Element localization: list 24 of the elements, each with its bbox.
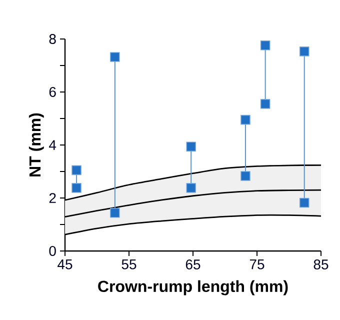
- point: [240, 114, 250, 125]
- y-axis-title: NT (mm): [28, 113, 44, 176]
- x-tick-label: 45: [58, 260, 72, 270]
- x-tick-label: 55: [122, 260, 136, 270]
- x-tick-label: 65: [186, 260, 200, 270]
- y-tick-label: 2: [49, 193, 56, 203]
- point: [260, 99, 270, 109]
- point: [72, 165, 82, 176]
- y-tick-label: 8: [49, 34, 56, 44]
- x-tick-label: 85: [314, 260, 328, 270]
- point: [299, 198, 310, 208]
- y-tick-label: 4: [49, 140, 56, 150]
- point: [72, 183, 82, 193]
- y-tick-label: 0: [49, 246, 56, 256]
- point: [110, 52, 120, 62]
- point: [186, 142, 196, 152]
- point: [240, 171, 250, 181]
- x-tick-label: 75: [250, 260, 264, 270]
- point: [110, 208, 120, 218]
- point: [260, 40, 270, 50]
- point: [186, 183, 196, 193]
- point: [299, 46, 310, 56]
- y-tick-label: 6: [49, 87, 56, 97]
- x-axis-title: Crown-rump length (mm): [98, 280, 288, 296]
